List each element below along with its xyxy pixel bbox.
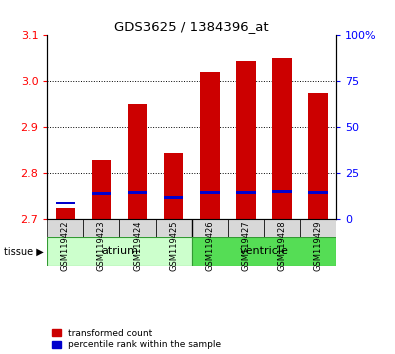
Bar (236, 191, 256, 194)
Text: GSM119429: GSM119429 (313, 220, 322, 271)
Bar (300, 219, 336, 237)
Bar (264, 219, 300, 237)
Bar (228, 219, 264, 237)
Title: GDS3625 / 1384396_at: GDS3625 / 1384396_at (114, 20, 269, 33)
Text: GSM119428: GSM119428 (277, 220, 286, 271)
Bar (47, 237, 192, 266)
Text: GSM119424: GSM119424 (133, 220, 142, 271)
Bar (164, 196, 183, 199)
Text: GSM119427: GSM119427 (241, 220, 250, 271)
Bar (236, 61, 256, 219)
Text: GSM119423: GSM119423 (97, 220, 106, 271)
Bar (56, 201, 75, 204)
Bar (128, 191, 147, 194)
Text: atrium: atrium (101, 246, 138, 256)
Bar (192, 237, 336, 266)
Bar (308, 191, 327, 194)
Bar (128, 104, 147, 219)
Bar (200, 72, 220, 219)
Text: tissue ▶: tissue ▶ (4, 246, 44, 256)
Bar (92, 192, 111, 195)
Bar (92, 160, 111, 219)
Bar (164, 153, 183, 219)
Bar (272, 58, 292, 219)
Bar (156, 219, 192, 237)
Legend: transformed count, percentile rank within the sample: transformed count, percentile rank withi… (52, 329, 221, 349)
Text: GSM119426: GSM119426 (205, 220, 214, 271)
Bar (308, 93, 327, 219)
Bar (272, 190, 292, 193)
Text: GSM119425: GSM119425 (169, 220, 178, 271)
Bar (120, 219, 156, 237)
Text: GSM119422: GSM119422 (61, 220, 70, 271)
Bar (192, 219, 228, 237)
Bar (56, 208, 75, 219)
Text: ventricle: ventricle (239, 246, 288, 256)
Bar (47, 219, 83, 237)
Bar (200, 191, 220, 194)
Bar (83, 219, 119, 237)
